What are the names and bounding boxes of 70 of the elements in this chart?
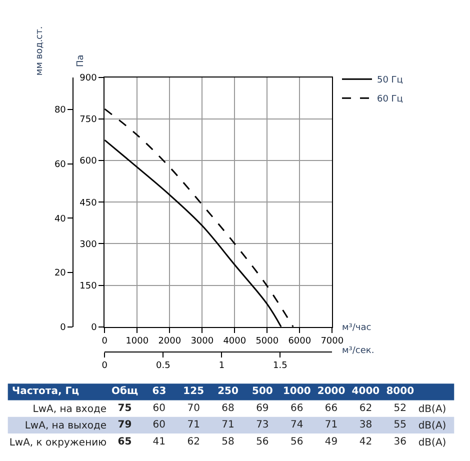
y-tick-label: 750 bbox=[80, 115, 98, 126]
x-tick-label: 6000 bbox=[288, 336, 312, 347]
y2-tick-label: 20 bbox=[54, 268, 66, 279]
legend-label: 60 Гц bbox=[376, 94, 403, 105]
data-label: 49 bbox=[324, 436, 338, 448]
x-tick-label: 4000 bbox=[223, 336, 246, 347]
x2-tick-label: 0.5 bbox=[156, 361, 170, 372]
data-label: 65 bbox=[118, 436, 132, 448]
x-tick-label: 3000 bbox=[190, 336, 214, 347]
x-tick-label: 1000 bbox=[126, 336, 149, 347]
y-tick-label: 450 bbox=[80, 198, 98, 208]
x-tick-label: 250 bbox=[218, 386, 238, 398]
data-label: 70 bbox=[187, 403, 200, 414]
data-label: 79 bbox=[118, 420, 132, 431]
y-tick-label: 0 bbox=[91, 322, 98, 333]
x-tick-label: 8000 bbox=[386, 386, 414, 398]
data-label: 69 bbox=[256, 403, 269, 414]
data-label: 60 bbox=[152, 420, 166, 431]
x-tick-label: 500 bbox=[252, 386, 273, 398]
data-label: 71 bbox=[324, 420, 338, 431]
y-tick-label: 600 bbox=[80, 156, 98, 167]
data-label: 68 bbox=[222, 403, 234, 414]
y-tick-label: LwA, на входе bbox=[32, 404, 107, 416]
y2-tick-label: dB(A) bbox=[418, 437, 446, 448]
data-label: 62 bbox=[187, 436, 200, 448]
data-label: 38 bbox=[359, 420, 372, 431]
x-tick-label: 125 bbox=[183, 386, 204, 398]
y2-tick-label: dB(A) bbox=[418, 420, 446, 432]
y-tick-label: 150 bbox=[80, 281, 98, 292]
y-tick-label: 900 bbox=[80, 74, 98, 84]
x-tick-label: 2000 bbox=[317, 386, 346, 398]
data-label: 41 bbox=[152, 436, 166, 448]
data-label: 73 bbox=[256, 420, 269, 431]
y-axis-title: Па bbox=[76, 54, 86, 68]
y2-tick-label: 40 bbox=[54, 214, 66, 224]
data-label: 75 bbox=[118, 403, 132, 414]
data-label: 71 bbox=[187, 420, 200, 431]
data-label: 55 bbox=[394, 420, 406, 431]
legend-label: 50 Гц bbox=[376, 76, 403, 86]
data-label: 71 bbox=[222, 420, 234, 431]
data-label: 66 bbox=[290, 403, 304, 414]
x-tick-label: 2000 bbox=[158, 336, 182, 347]
data-label: 60 bbox=[152, 403, 166, 414]
x-axis-title: м³/час bbox=[342, 323, 372, 333]
x2-tick-label: 1.5 bbox=[273, 361, 288, 372]
x2-tick-label: 1 bbox=[218, 361, 225, 372]
y2-axis-title: мм вод.ст. bbox=[34, 26, 45, 76]
data-label: 74 bbox=[290, 420, 304, 431]
x-tick-label: 63 bbox=[152, 386, 166, 398]
y-axis-title: Частота, Гц bbox=[12, 386, 80, 397]
x-tick-label: Общ bbox=[111, 386, 138, 398]
x2-axis-title: м³/сек. bbox=[342, 346, 374, 356]
x-tick-label: 7000 bbox=[320, 336, 344, 347]
y2-tick-label: 80 bbox=[54, 106, 66, 116]
data-label: 52 bbox=[394, 403, 406, 414]
data-label: 58 bbox=[222, 436, 234, 448]
y2-tick-label: dB(A) bbox=[418, 404, 446, 416]
data-label: 56 bbox=[256, 436, 269, 448]
data-label: 36 bbox=[394, 436, 406, 448]
x-tick-label: 1000 bbox=[282, 386, 311, 398]
data-label: 42 bbox=[359, 436, 372, 448]
y-tick-label: LwA, на выходе bbox=[24, 420, 107, 432]
data-label: 66 bbox=[324, 403, 338, 414]
y-tick-label: 300 bbox=[80, 240, 98, 250]
x-tick-label: 5000 bbox=[256, 336, 279, 347]
data-label: 56 bbox=[290, 436, 304, 448]
y-tick-label: LwA, к окружению bbox=[9, 437, 107, 448]
data-label: 62 bbox=[359, 403, 372, 414]
y2-tick-label: 60 bbox=[54, 160, 66, 170]
x-tick-label: 4000 bbox=[352, 386, 380, 398]
